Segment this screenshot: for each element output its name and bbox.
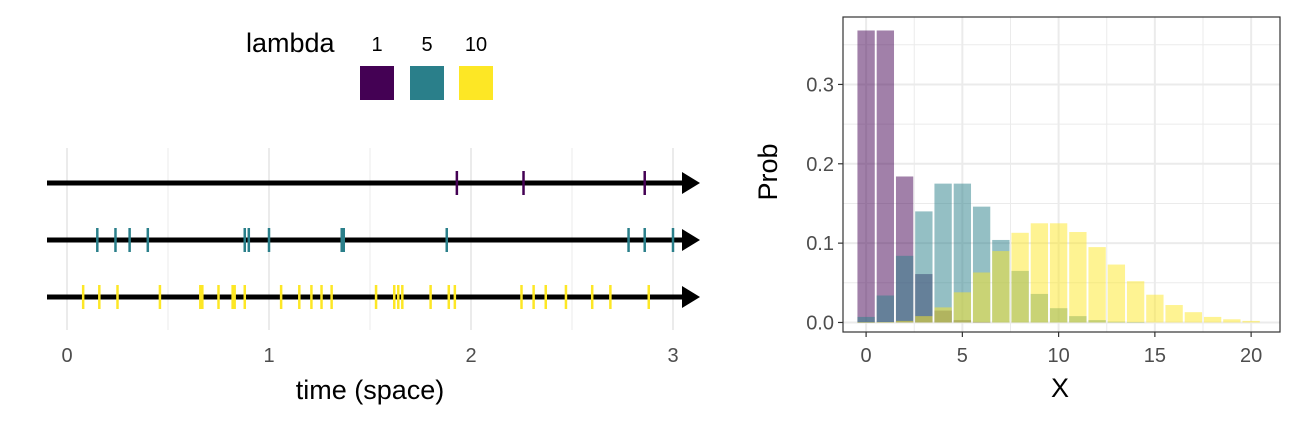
bar [915, 211, 933, 323]
legend-key [410, 66, 444, 100]
timeline-panel: 0 1 2 3 [47, 148, 700, 367]
bar-x-tick-label: 20 [1240, 345, 1262, 367]
bar [1242, 320, 1260, 323]
bar-y-tick-label: 0.1 [806, 233, 834, 255]
bar-x-tick-label: 15 [1144, 345, 1166, 367]
timeline-arrow-head [682, 286, 700, 308]
legend-label: 5 [421, 34, 432, 56]
bar [992, 251, 1010, 323]
bar [1088, 247, 1106, 323]
bar [1184, 312, 1203, 323]
bar [1223, 319, 1241, 323]
legend-label: 10 [465, 34, 487, 56]
bar [953, 292, 972, 323]
timeline-x-tick-label: 3 [667, 345, 678, 367]
bar-y-tick-label: 0.0 [806, 312, 834, 334]
bar-y-tick-label: 0.2 [806, 154, 834, 176]
legend-key [360, 66, 394, 100]
bar [934, 307, 952, 323]
bar [876, 295, 895, 323]
bar-panel-border [842, 16, 1281, 333]
bar [1011, 232, 1029, 323]
bar [895, 320, 914, 323]
bar-x-tick-label: 5 [957, 345, 968, 367]
timeline-x-tick-label: 2 [465, 345, 476, 367]
bar-x-tick-label: 0 [861, 345, 872, 367]
bar [857, 316, 875, 323]
legend-key [459, 66, 493, 100]
timeline-x-tick-label: 1 [263, 345, 274, 367]
legend: lambda 1 5 10 [246, 28, 493, 100]
bar [1030, 223, 1049, 323]
legend-label: 1 [371, 34, 382, 56]
bar [953, 183, 972, 323]
bar-chart-panel: 0 5 10 15 20 0.0 0.1 0.2 0.3 [806, 16, 1281, 367]
bar-y-axis-title: Prob [753, 143, 783, 200]
bar [895, 255, 914, 323]
bar-x-tick-label: 10 [1047, 345, 1069, 367]
timeline-x-tick-label: 0 [61, 345, 72, 367]
timeline-arrow-head [682, 229, 700, 251]
bar [915, 316, 933, 323]
bar [857, 322, 875, 323]
bar [1126, 281, 1145, 323]
bar [972, 272, 991, 323]
bar-y-tick-label: 0.3 [806, 74, 834, 96]
bar [876, 322, 895, 323]
bar [1107, 264, 1126, 323]
timeline-x-axis-title: time (space) [296, 375, 445, 405]
bar [1069, 232, 1087, 323]
bar [1146, 294, 1164, 323]
bar [1203, 316, 1222, 323]
timeline-arrow-head [682, 172, 700, 194]
bar-x-axis-title: X [1051, 373, 1069, 403]
bar [1049, 223, 1068, 323]
bar [1165, 305, 1183, 323]
legend-title: lambda [246, 28, 336, 58]
bar [857, 30, 875, 323]
bar [934, 183, 952, 323]
bar [876, 30, 895, 323]
